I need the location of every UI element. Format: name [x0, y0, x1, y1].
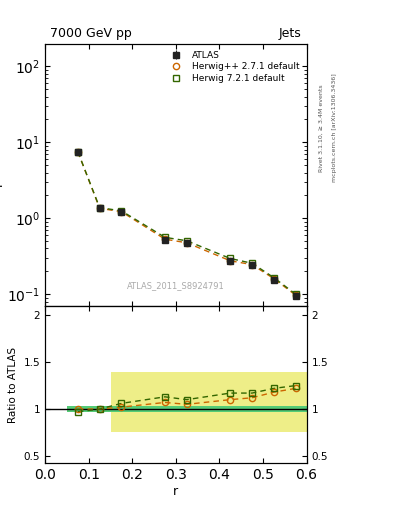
Herwig++ 2.7.1 default	[293, 292, 298, 298]
Herwig 7.2.1 default	[250, 260, 254, 266]
X-axis label: r: r	[173, 485, 178, 498]
Herwig 7.2.1 default	[97, 204, 102, 210]
Legend: ATLAS, Herwig++ 2.7.1 default, Herwig 7.2.1 default: ATLAS, Herwig++ 2.7.1 default, Herwig 7.…	[162, 48, 302, 86]
Line: Herwig 7.2.1 default: Herwig 7.2.1 default	[75, 148, 299, 297]
Text: Rivet 3.1.10, ≥ 3.4M events: Rivet 3.1.10, ≥ 3.4M events	[318, 84, 323, 172]
Herwig 7.2.1 default	[75, 148, 80, 155]
Text: ATLAS_2011_S8924791: ATLAS_2011_S8924791	[127, 281, 225, 290]
Herwig 7.2.1 default	[119, 208, 124, 214]
Herwig++ 2.7.1 default	[250, 262, 254, 268]
Y-axis label: Ratio to ATLAS: Ratio to ATLAS	[8, 347, 18, 423]
Herwig++ 2.7.1 default	[75, 148, 80, 155]
Herwig 7.2.1 default	[272, 274, 276, 281]
Herwig++ 2.7.1 default	[163, 236, 167, 242]
Herwig++ 2.7.1 default	[119, 208, 124, 215]
Herwig 7.2.1 default	[163, 234, 167, 241]
Herwig++ 2.7.1 default	[272, 275, 276, 282]
Line: Herwig++ 2.7.1 default: Herwig++ 2.7.1 default	[75, 148, 299, 298]
Herwig 7.2.1 default	[228, 255, 233, 262]
Text: Jets: Jets	[279, 27, 301, 39]
Herwig 7.2.1 default	[293, 291, 298, 297]
Text: mcplots.cern.ch [arXiv:1306.3436]: mcplots.cern.ch [arXiv:1306.3436]	[332, 74, 337, 182]
Herwig 7.2.1 default	[184, 238, 189, 244]
Herwig++ 2.7.1 default	[228, 258, 233, 264]
Herwig++ 2.7.1 default	[97, 205, 102, 211]
Herwig++ 2.7.1 default	[184, 240, 189, 246]
Text: 7000 GeV pp: 7000 GeV pp	[50, 27, 132, 39]
Y-axis label: ρ(r): ρ(r)	[0, 163, 2, 186]
